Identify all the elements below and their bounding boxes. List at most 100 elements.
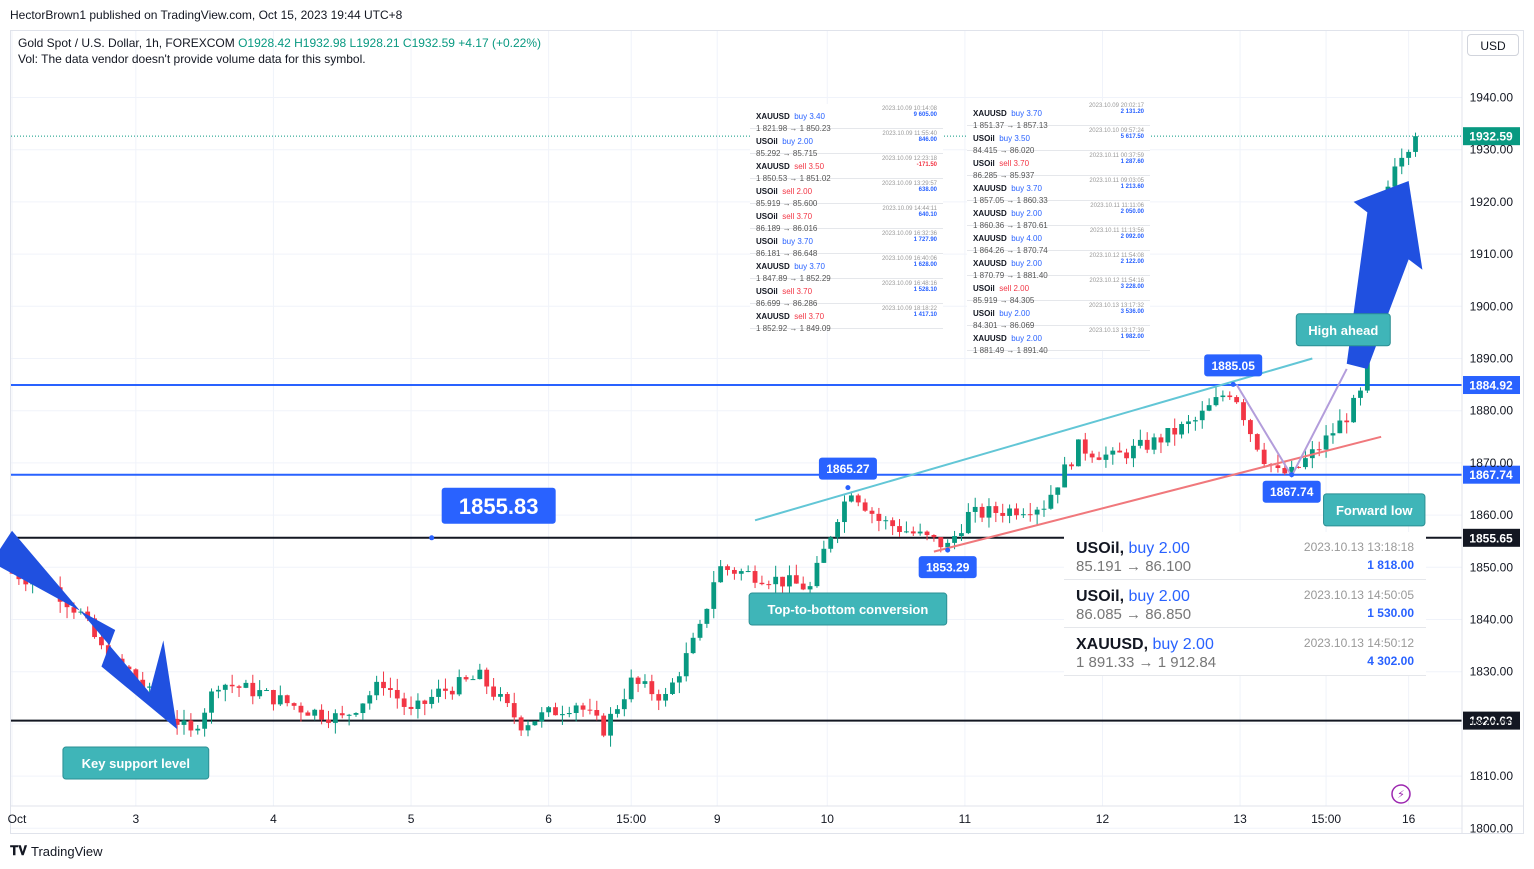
trade-symbol: XAUUSD bbox=[973, 109, 1007, 118]
trade-pl: 2 131.20 bbox=[1120, 109, 1144, 115]
candle-body bbox=[525, 725, 531, 731]
trades-table-left: XAUUSD buy 3.40 1 821.98 → 1 850.23 2023.1… bbox=[750, 104, 943, 333]
trade-title: XAUUSD buy 3.70 bbox=[756, 256, 831, 274]
trade-right: 2023.10.09 18:18:22 1 417.10 bbox=[882, 306, 937, 326]
ohlc-values: O1928.42 H1932.98 L1928.21 C1932.59 +4.1… bbox=[238, 36, 541, 50]
trade-row: XAUUSD buy 4.00 1 864.26 → 1 870.74 2023.1… bbox=[967, 226, 1150, 255]
candle bbox=[642, 674, 648, 688]
price-label-bg bbox=[1463, 465, 1520, 484]
candle-body bbox=[683, 653, 689, 677]
candle-body bbox=[897, 526, 902, 532]
trade-row: XAUUSD buy 3.70 1 851.37 → 1 857.13 2023.1… bbox=[967, 101, 1150, 130]
trade-left: XAUUSD sell 3.70 1 852.92 → 1 849.09 bbox=[756, 306, 831, 333]
candle-body bbox=[952, 536, 957, 543]
candle-body bbox=[1027, 514, 1033, 516]
trade-prices: 85.191 → 86.100 bbox=[1076, 558, 1192, 575]
trade-side: buy 3.70 bbox=[1011, 109, 1042, 118]
note-text: High ahead bbox=[1308, 323, 1378, 338]
trade-pl: 1 530.00 bbox=[1367, 606, 1414, 620]
trade-symbol: XAUUSD bbox=[756, 312, 790, 321]
symbol-legend: Gold Spot / U.S. Dollar, 1h, FOREXCOM O1… bbox=[18, 36, 541, 50]
trade-left: USOil sell 3.70 86.285 → 85.937 bbox=[973, 153, 1034, 180]
trade-pl: 5 617.50 bbox=[1120, 134, 1144, 140]
candle-body bbox=[484, 669, 490, 687]
candle bbox=[277, 685, 283, 707]
trade-side: buy 2.00 bbox=[782, 137, 813, 146]
trade-prices: 1 881.49 → 1 891.40 bbox=[973, 346, 1048, 355]
note-text: Top-to-bottom conversion bbox=[768, 602, 929, 617]
trend-line bbox=[754, 357, 1313, 522]
trade-time: 2023.10.13 13:17:39 bbox=[1088, 328, 1144, 334]
candle bbox=[615, 705, 620, 718]
currency-selector[interactable]: USD bbox=[1467, 34, 1519, 56]
trade-pl: 2 092.00 bbox=[1120, 234, 1144, 240]
trade-side: sell 3.70 bbox=[782, 212, 813, 221]
candle bbox=[1165, 427, 1171, 447]
y-tick-label: 1920.00 bbox=[1470, 195, 1514, 209]
candle bbox=[897, 519, 902, 537]
candle bbox=[1082, 432, 1088, 461]
trade-pl: 638.00 bbox=[918, 187, 937, 193]
trade-right: 2023.10.09 14:44:11 640.10 bbox=[882, 206, 937, 226]
price-level-label: 1855.65 bbox=[1469, 531, 1513, 545]
candle bbox=[1089, 450, 1095, 463]
candle bbox=[1179, 421, 1184, 439]
candle-body bbox=[326, 719, 331, 723]
candle-body bbox=[353, 713, 359, 715]
candle bbox=[284, 694, 290, 707]
candle bbox=[546, 705, 552, 717]
trade-symbol: XAUUSD bbox=[756, 112, 790, 121]
candle bbox=[298, 702, 304, 722]
candle-body bbox=[332, 713, 338, 723]
trade-row: USOil sell 3.70 86.189 → 86.016 2023.10.09… bbox=[750, 204, 943, 233]
trade-prices: 1 860.36 → 1 870.61 bbox=[973, 221, 1048, 230]
trade-title: XAUUSD buy 3.70 bbox=[973, 178, 1048, 196]
candle-body bbox=[1014, 508, 1019, 516]
candle bbox=[429, 689, 435, 709]
candle bbox=[216, 685, 221, 699]
chart-frame bbox=[10, 30, 1524, 834]
candle-body bbox=[580, 705, 586, 710]
trade-left: USOil buy 3.50 84.415 → 86.020 bbox=[973, 128, 1034, 155]
candle-body bbox=[463, 677, 469, 680]
trade-right: 2023.10.09 10:14:08 9 605.00 bbox=[882, 106, 937, 126]
trade-title: XAUUSD buy 2.00 bbox=[973, 253, 1048, 271]
price-badge-label: 1853.29 bbox=[926, 561, 970, 575]
candle-body bbox=[1034, 509, 1040, 515]
candle-body bbox=[126, 666, 132, 670]
note-bubble bbox=[1295, 313, 1391, 347]
trade-left: XAUUSD sell 3.50 1 850.53 → 1 851.02 bbox=[756, 156, 831, 183]
trade-symbol: USOil bbox=[973, 159, 995, 168]
trade-symbol: XAUUSD bbox=[973, 234, 1007, 243]
x-tick-label: 12 bbox=[1096, 812, 1110, 826]
candle bbox=[917, 523, 923, 536]
candle-body bbox=[1151, 437, 1157, 450]
candle bbox=[1303, 450, 1308, 470]
trade-title: USOil buy 2.00 bbox=[756, 131, 817, 149]
trade-side: buy 4.00 bbox=[1011, 234, 1042, 243]
candle bbox=[904, 521, 909, 534]
trade-row: USOil, buy 2.00 85.191 → 86.100 2023.10.13… bbox=[1064, 532, 1426, 580]
trade-left: USOil buy 2.00 84.301 → 86.069 bbox=[973, 303, 1034, 330]
candle-body bbox=[718, 566, 724, 583]
candle bbox=[271, 689, 276, 711]
candle-body bbox=[305, 712, 311, 716]
trade-symbol: XAUUSD, bbox=[1076, 636, 1149, 653]
candle-body bbox=[277, 695, 283, 705]
candle bbox=[1000, 503, 1006, 523]
candle bbox=[1186, 415, 1191, 434]
trade-right: 2023.10.09 16:32:36 1 727.90 bbox=[882, 231, 937, 251]
candle-body bbox=[518, 717, 524, 731]
trade-time: 2023.10.11 11:13:56 bbox=[1089, 228, 1144, 234]
candle bbox=[1227, 391, 1233, 400]
candle-body bbox=[848, 495, 854, 502]
candle-body bbox=[539, 712, 545, 722]
candle-body bbox=[1406, 151, 1412, 158]
trade-row: XAUUSD buy 3.70 1 847.89 → 1 852.29 2023.1… bbox=[750, 254, 943, 283]
candle-body bbox=[1165, 428, 1171, 443]
trade-side: sell 3.50 bbox=[794, 162, 825, 171]
trade-right: 2023.10.09 13:29:57 638.00 bbox=[882, 181, 937, 201]
candle bbox=[1254, 433, 1260, 452]
candle bbox=[787, 565, 792, 596]
